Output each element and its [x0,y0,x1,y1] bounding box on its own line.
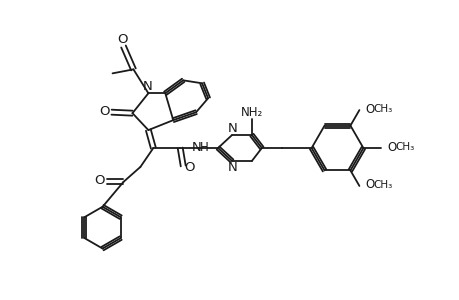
Text: O: O [117,33,128,46]
Text: N: N [142,80,152,93]
Text: O: O [365,178,374,191]
Text: O: O [94,174,105,188]
Text: H: H [199,140,208,154]
Text: O: O [99,105,110,118]
Text: N: N [191,140,201,154]
Text: CH₃: CH₃ [373,180,392,190]
Text: O: O [365,103,374,116]
Text: O: O [387,140,396,154]
Text: CH₃: CH₃ [395,142,414,152]
Text: NH₂: NH₂ [240,106,263,119]
Text: O: O [184,161,194,174]
Text: N: N [228,122,237,135]
Text: CH₃: CH₃ [373,104,392,114]
Text: N: N [228,161,237,174]
